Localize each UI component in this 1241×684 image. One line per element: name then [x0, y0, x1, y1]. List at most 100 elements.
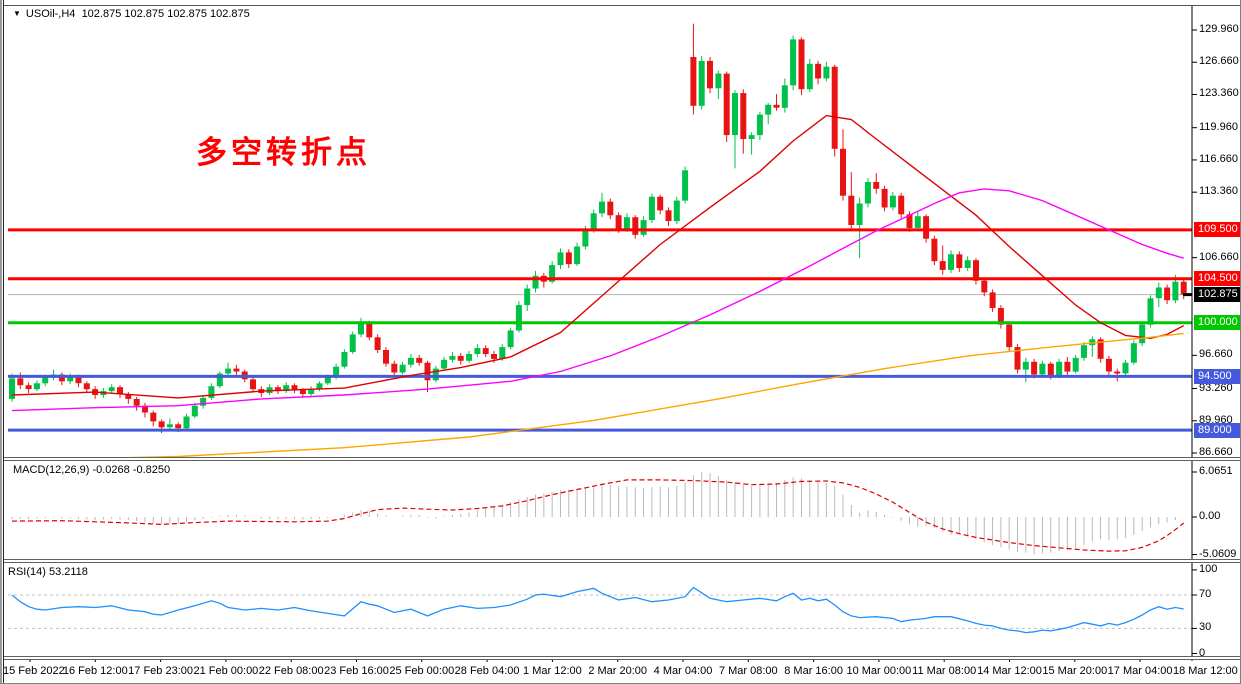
date-tick-label: 14 Mar 12:00 [977, 665, 1042, 677]
candle [83, 383, 90, 390]
candle [366, 323, 373, 338]
candle [274, 387, 281, 392]
candle [108, 387, 115, 392]
candle [881, 188, 888, 208]
candle [515, 305, 522, 331]
candle [1056, 361, 1063, 376]
candle [1155, 287, 1162, 299]
candle [1072, 357, 1079, 372]
date-tick-label: 4 Mar 04:00 [653, 665, 713, 677]
candle [449, 355, 456, 360]
price-tick-label: 129.960 [1199, 23, 1239, 35]
candle [1022, 361, 1029, 370]
price-line-badge-94.500: 94.500 [1194, 368, 1240, 384]
candle [191, 405, 198, 417]
candle [599, 201, 605, 214]
macd-panel[interactable] [11, 472, 1185, 555]
date-tick-label: 23 Feb 16:00 [324, 665, 389, 677]
candle [956, 254, 963, 268]
panel-separator-main-macd[interactable] [0, 457, 1240, 461]
candle [17, 378, 24, 386]
symbol-timeframe: USOil-,H4 [25, 8, 76, 20]
candle [158, 421, 165, 428]
candle [299, 390, 306, 394]
candle [906, 214, 913, 228]
candle [657, 196, 664, 211]
rsi-tick-label: 0 [1199, 646, 1206, 659]
candle [648, 196, 655, 221]
candle [383, 350, 389, 364]
candle [208, 386, 215, 398]
candle [640, 220, 647, 235]
current-price-badge: 102.875 [1194, 287, 1240, 303]
price-tick-label: 126.660 [1199, 55, 1239, 68]
candle [9, 378, 15, 399]
price-tick-label: 93.260 [1199, 381, 1233, 394]
candle [250, 379, 256, 390]
candle [1039, 363, 1046, 375]
rsi-tick-label: 70 [1199, 587, 1212, 600]
candle [291, 385, 298, 391]
candle [349, 334, 356, 352]
price-tick-label: 96.660 [1199, 348, 1233, 361]
candle [549, 265, 556, 282]
candle [1130, 343, 1137, 363]
candle [358, 323, 364, 335]
candle [491, 354, 497, 359]
panel-separator-macd-rsi[interactable] [0, 559, 1240, 563]
candle [175, 424, 182, 429]
candle [590, 213, 597, 230]
candle [457, 355, 464, 361]
price-tick-label: 123.360 [1199, 87, 1239, 100]
candle [732, 93, 738, 136]
ohlc-readout: 102.875 102.875 102.875 102.875 [81, 8, 250, 20]
macd-label: MACD(12,26,9) -0.0268 -0.8250 [13, 464, 171, 476]
candle [607, 201, 614, 216]
date-tick-label: 11 Mar 08:00 [912, 665, 977, 677]
candle [582, 229, 589, 247]
candle [432, 368, 439, 381]
ma-fast-red [11, 114, 1185, 399]
candle [1172, 281, 1179, 301]
candle [507, 330, 514, 348]
candle [989, 292, 996, 308]
panel-separator-rsi-dates[interactable] [0, 656, 1240, 660]
rsi-line [11, 586, 1184, 634]
candle [1180, 281, 1187, 295]
main-price-panel[interactable] [8, 23, 1192, 462]
candle [67, 376, 74, 382]
candle [416, 357, 423, 363]
candle [283, 385, 290, 392]
candle [765, 104, 772, 115]
window-left-border [0, 0, 4, 683]
price-tick-label: 116.660 [1199, 152, 1238, 165]
date-tick-label: 17 Mar 04:00 [1107, 665, 1173, 677]
price-tick-label: 106.660 [1199, 250, 1239, 263]
candle [815, 63, 822, 79]
rsi-tick-label: 100 [1199, 562, 1218, 575]
candle [864, 182, 871, 204]
candle [424, 362, 431, 381]
symbol-dropdown-icon[interactable]: ▼ [13, 9, 21, 18]
date-tick-label: 16 Feb 12:00 [62, 665, 128, 677]
candle [723, 73, 730, 136]
date-tick-label: 15 Mar 20:00 [1042, 665, 1108, 677]
candle [1147, 298, 1154, 325]
date-tick-label: 17 Feb 23:00 [128, 665, 194, 677]
candle [1064, 361, 1071, 372]
candle [1031, 361, 1038, 375]
rsi-panel[interactable] [8, 586, 1192, 634]
candle [1081, 345, 1087, 358]
candle [773, 104, 780, 108]
chart-title: ▼ USOil-,H4 102.875 102.875 102.875 102.8… [13, 8, 250, 20]
candle [665, 210, 672, 221]
price-line-badge-100.000: 100.000 [1194, 315, 1240, 331]
candle [948, 254, 954, 270]
candle [748, 135, 755, 139]
candle [1114, 371, 1121, 374]
candle [225, 368, 232, 374]
candle [964, 260, 971, 268]
price-tick-label: 119.960 [1199, 120, 1238, 133]
